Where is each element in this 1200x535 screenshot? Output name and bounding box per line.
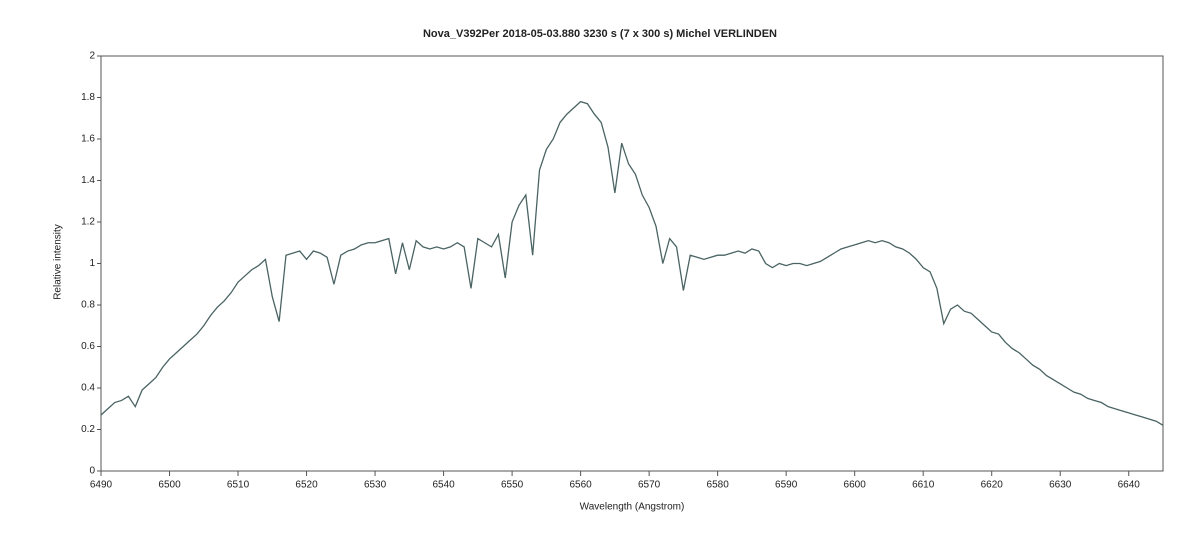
x-axis-label: Wavelength (Angstrom) [580,502,685,513]
x-tick-label: 6500 [158,480,181,491]
x-tick-label: 6640 [1118,480,1141,491]
x-tick-label: 6530 [364,480,387,491]
y-tick-label: 1.4 [81,175,95,186]
x-tick-label: 6550 [501,480,524,491]
x-tick-label: 6600 [844,480,867,491]
x-tick-label: 6610 [912,480,935,491]
x-tick-label: 6590 [775,480,798,491]
x-tick-label: 6570 [638,480,661,491]
x-tick-label: 6580 [707,480,730,491]
y-tick-label: 0 [89,466,95,477]
spectrum-line [100,100,1164,426]
y-tick-label: 2 [89,51,95,62]
x-tick-label: 6540 [432,480,455,491]
x-tick-label: 6630 [1049,480,1072,491]
y-axis-label: Relative intensity [53,224,64,300]
y-tick-label: 0.8 [81,300,95,311]
y-tick-label: 1.6 [81,134,95,145]
x-tick-label: 6490 [90,480,113,491]
y-tick-label: 0.2 [81,424,95,435]
y-tick-label: 0.4 [81,383,95,394]
x-tick-label: 6520 [295,480,318,491]
y-tick-label: 0.6 [81,341,95,352]
y-tick-label: 1 [89,258,95,269]
x-tick-label: 6560 [569,480,592,491]
y-tick-label: 1.2 [81,217,95,228]
y-tick-label: 1.8 [81,92,95,103]
chart-title: Nova_V392Per 2018-05-03.880 3230 s (7 x … [423,28,777,40]
x-tick-label: 6620 [981,480,1004,491]
x-tick-label: 6510 [227,480,250,491]
